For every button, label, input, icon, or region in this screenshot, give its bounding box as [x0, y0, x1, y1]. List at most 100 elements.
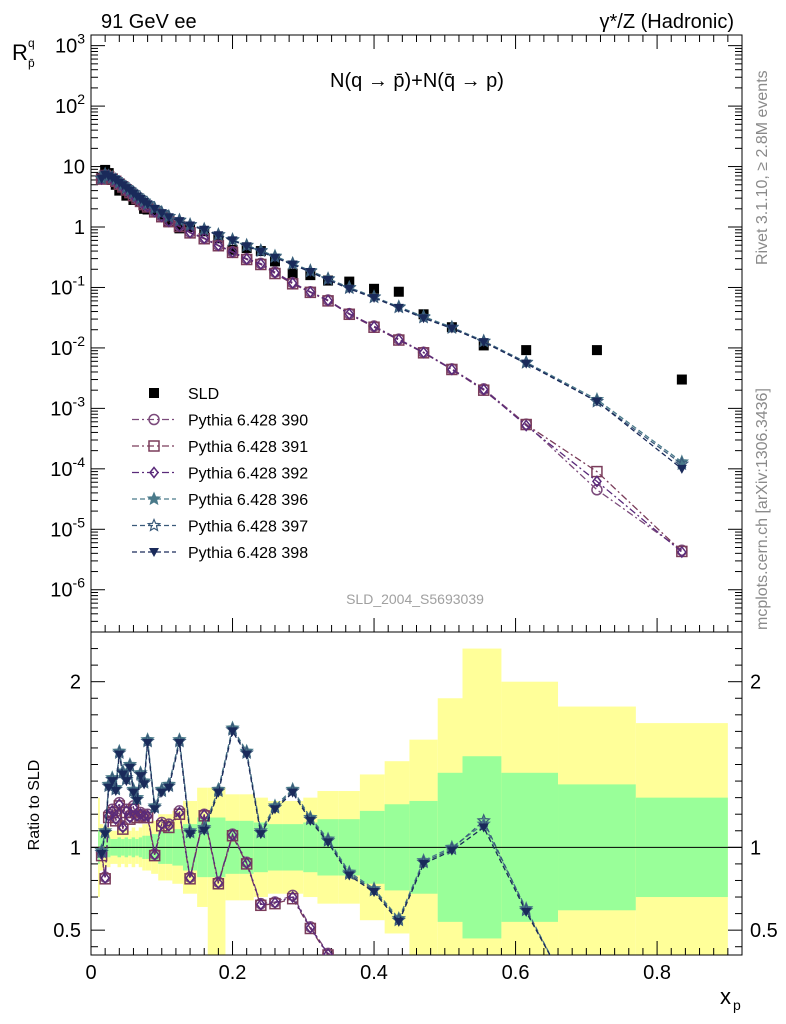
ratio-point-p392: [323, 947, 334, 955]
x-tick-label: 0.2: [219, 962, 247, 984]
data-point-p398: [369, 293, 380, 303]
ratio-point-p392: [156, 817, 167, 831]
ratio-point-p398: [128, 788, 139, 798]
ratio-y-axis: 0.5 0.5 1 1 2 2: [53, 648, 778, 948]
ratio-point-p392: [114, 798, 125, 811]
ratio-y-tick-label-right: 0.5: [750, 920, 778, 942]
series-p396: [94, 166, 690, 469]
legend-item-p391: Pythia 6.428 391: [132, 439, 308, 456]
legend-label: Pythia 6.428 392: [188, 466, 308, 483]
legend-item-p397: Pythia 6.428 397: [132, 517, 308, 536]
ratio-point-p398: [110, 787, 121, 797]
main-y-tick-label: 10-4: [50, 454, 85, 481]
ratio-point-p398: [185, 830, 196, 840]
ratio-point-p392: [345, 959, 353, 969]
ratio-point-p392: [287, 890, 298, 904]
data-point-p392: [393, 333, 404, 346]
ratio-point-p398: [287, 788, 298, 798]
ratio-point-p398: [241, 750, 252, 760]
data-point-data: [676, 374, 687, 385]
main-plot-frame: [90, 34, 743, 633]
legend-label: Pythia 6.428 398: [188, 545, 308, 562]
ratio-point-p398: [549, 959, 559, 968]
ratio-series-p398: [96, 727, 559, 968]
legend-label: Pythia 6.428 397: [188, 519, 308, 536]
ratio-point-p392: [255, 898, 266, 911]
data-point-data: [591, 345, 602, 356]
ratio-point-p398: [156, 788, 167, 798]
data-point-data: [369, 283, 380, 294]
ratio-point-p398: [174, 738, 185, 748]
x-axis: 0 0.2 0.4 0.6 0.8: [85, 35, 729, 984]
ratio-point-p398: [369, 888, 380, 898]
legend-marker: [149, 466, 159, 479]
ratio-point-p391: [134, 810, 147, 822]
data-point-p392: [323, 294, 334, 307]
ratio-point-p392: [305, 921, 316, 934]
data-point-p398: [185, 221, 196, 231]
side-label-rivet: Rivet 3.1.10, ≥ 2.8M events: [754, 70, 771, 265]
ratio-point-p392: [270, 896, 280, 910]
ratio-point-p398: [107, 777, 118, 787]
data-point-p398: [174, 217, 185, 227]
ratio-point-p398: [163, 783, 174, 793]
main-y-tick-label: 103: [55, 31, 85, 58]
ratio-point-p392: [128, 801, 139, 814]
ratio-point-p398: [521, 907, 532, 917]
data-point-p398: [241, 242, 252, 252]
data-point-p398: [163, 213, 174, 223]
svg-text:p̄: p̄: [28, 56, 35, 70]
main-y-axis-label: R q p̄: [12, 36, 35, 70]
svg-text:x: x: [720, 984, 731, 1009]
legend-marker: [146, 517, 162, 532]
legend-marker: [149, 548, 159, 557]
data-point-p398: [446, 324, 457, 334]
ratio-point-p392: [142, 809, 153, 823]
watermark: SLD_2004_S5693039: [346, 591, 484, 607]
data-point-p392: [287, 276, 298, 290]
ratio-point-p390: [344, 958, 354, 968]
ratio-bands: [98, 648, 728, 955]
ratio-point-p398: [269, 805, 280, 815]
main-y-tick-label: 10-5: [50, 514, 85, 541]
data-point-p398: [418, 314, 429, 324]
ratio-point-p392: [241, 856, 252, 870]
ratio-point-p391: [113, 800, 126, 812]
ratio-point-p392: [100, 871, 111, 885]
ratio-point-p398: [213, 788, 224, 798]
ratio-point-p398: [149, 805, 160, 815]
ratio-point-p398: [478, 823, 489, 833]
main-series: [94, 164, 690, 559]
data-point-p398: [227, 236, 238, 246]
x-tick-label: 0.4: [360, 962, 388, 984]
ratio-point-p392: [139, 809, 150, 823]
x-tick-label: 0: [85, 962, 96, 984]
side-label-mcplots: mcplots.cern.ch [arXiv:1306.3436]: [754, 388, 771, 630]
ratio-y-tick-label-right: 2: [750, 672, 761, 694]
ratio-point-p398: [121, 777, 132, 787]
header-left-title: 91 GeV ee: [101, 11, 197, 33]
main-y-tick-label: 10-1: [50, 272, 85, 299]
data-point-p398: [393, 303, 404, 313]
ratio-point-p391: [173, 808, 186, 820]
ratio-point-p398: [139, 780, 150, 790]
ratio-point-p396: [549, 957, 560, 968]
svg-text:p: p: [733, 997, 741, 1013]
ratio-point-p398: [117, 770, 128, 780]
data-point-p398: [199, 225, 210, 235]
legend-item-data: SLD: [149, 386, 219, 403]
data-point-p398: [478, 338, 489, 348]
main-y-tick-label: 10-3: [50, 393, 85, 420]
series-p397: [94, 166, 690, 471]
ratio-point-p398: [446, 846, 457, 856]
data-point-data: [174, 223, 185, 234]
data-point-p392: [199, 232, 210, 245]
ratio-point-p392: [117, 821, 128, 834]
main-y-tick-label: 10: [63, 157, 85, 179]
x-tick-label: 0.8: [643, 962, 671, 984]
legend-label: Pythia 6.428 391: [188, 439, 308, 456]
ratio-point-p392: [163, 819, 174, 833]
ratio-point-p397: [549, 957, 560, 968]
main-y-axis: 10-6 10-5 10-4 10-3 10-2 10-1 1 10 102 103: [50, 31, 742, 633]
